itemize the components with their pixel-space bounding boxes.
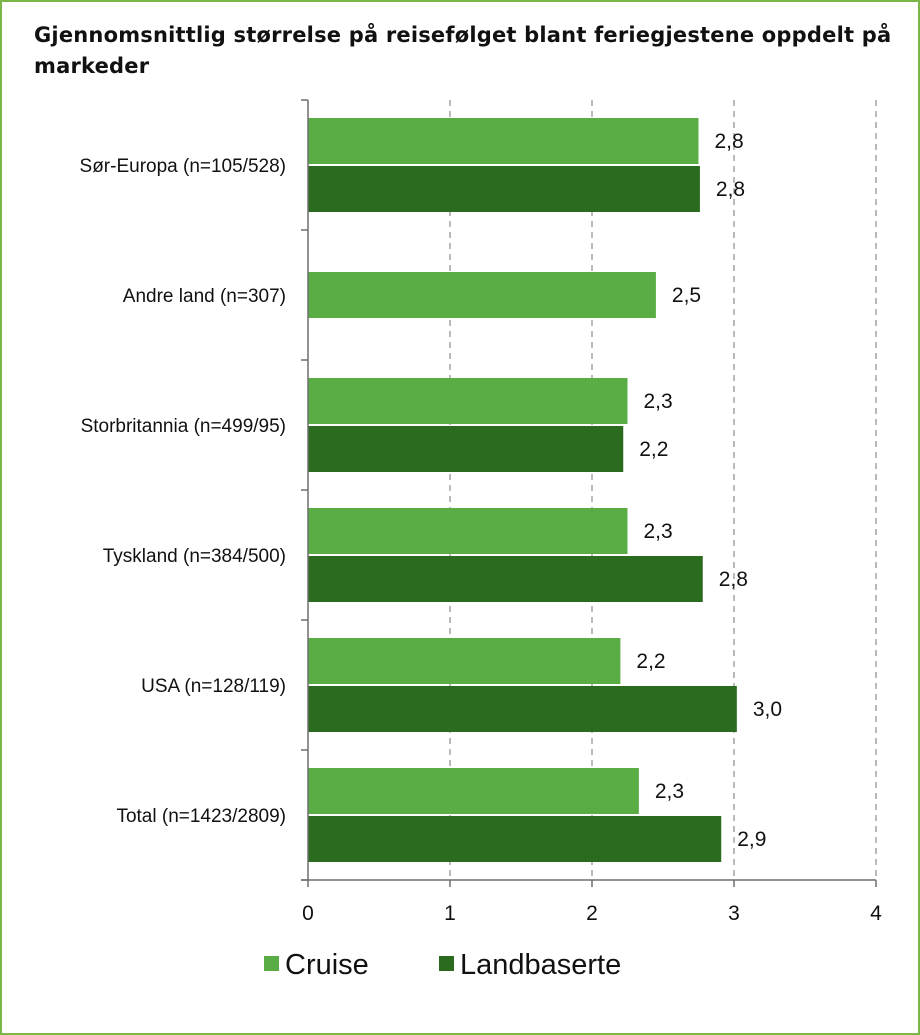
bar [308, 378, 628, 424]
category-label: Sør-Europa (n=105/528) [80, 156, 286, 177]
x-tick-label: 2 [586, 902, 598, 925]
category-label: USA (n=128/119) [141, 676, 286, 697]
x-tick-label: 3 [728, 902, 740, 925]
bar [308, 118, 699, 164]
bar [308, 686, 737, 732]
data-label: 2,2 [639, 438, 668, 461]
legend-swatch [264, 956, 279, 971]
data-label: 2,5 [672, 284, 701, 307]
category-label: Tyskland (n=384/500) [103, 546, 286, 567]
data-label: 2,9 [737, 828, 766, 851]
chart-title: Gjennomsnittlig størrelse på reisefølget… [34, 23, 892, 78]
data-label: 3,0 [753, 698, 782, 721]
x-tick-label: 4 [870, 902, 882, 925]
data-label: 2,3 [644, 390, 673, 413]
data-label: 2,3 [655, 780, 684, 803]
legend-swatch [439, 956, 454, 971]
category-label: Storbritannia (n=499/95) [81, 416, 286, 437]
category-label: Andre land (n=307) [123, 286, 286, 307]
legend-label: Landbaserte [460, 949, 621, 981]
bar [308, 166, 700, 212]
data-label: 2,8 [715, 130, 744, 153]
data-label: 2,2 [636, 650, 665, 673]
bar [308, 556, 703, 602]
bar [308, 638, 621, 684]
data-label: 2,8 [716, 178, 745, 201]
data-label: 2,8 [719, 568, 748, 591]
bar [308, 426, 624, 472]
legend-label: Cruise [285, 949, 369, 981]
bar [308, 768, 639, 814]
data-label: 2,3 [644, 520, 673, 543]
bar [308, 816, 722, 862]
bar [308, 508, 628, 554]
bar [308, 272, 656, 318]
category-label: Total (n=1423/2809) [116, 806, 286, 827]
x-tick-label: 0 [302, 902, 314, 925]
x-tick-label: 1 [444, 902, 456, 925]
